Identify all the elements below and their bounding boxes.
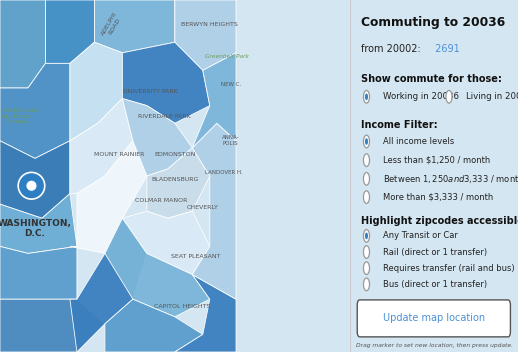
- Text: 2691: 2691: [432, 44, 460, 54]
- Text: Greenbelt Park: Greenbelt Park: [205, 54, 249, 59]
- Text: Bus (direct or 1 transfer): Bus (direct or 1 transfer): [383, 280, 487, 289]
- Polygon shape: [192, 53, 236, 148]
- Polygon shape: [175, 275, 236, 352]
- Polygon shape: [25, 190, 38, 197]
- Text: EDMONSTON: EDMONSTON: [154, 152, 195, 157]
- Text: Show Rail Transit: Show Rail Transit: [383, 302, 460, 311]
- Polygon shape: [0, 0, 46, 88]
- Circle shape: [364, 262, 369, 275]
- Text: Any Transit or Car: Any Transit or Car: [383, 231, 458, 240]
- Text: CHEVERLY: CHEVERLY: [187, 205, 219, 210]
- Text: Living in 20036: Living in 20036: [466, 92, 518, 101]
- Polygon shape: [70, 218, 147, 352]
- Polygon shape: [0, 63, 70, 158]
- Text: NEW C.: NEW C.: [221, 82, 241, 87]
- Text: Highlight zipcodes accessible by:: Highlight zipcodes accessible by:: [362, 216, 518, 226]
- Polygon shape: [105, 218, 210, 317]
- Text: RIVERDALE PARK: RIVERDALE PARK: [138, 114, 191, 119]
- Text: CAPITOL HEIGHTS: CAPITOL HEIGHTS: [154, 304, 210, 309]
- Text: Rail (direct or 1 transfer): Rail (direct or 1 transfer): [383, 247, 487, 257]
- Text: Update map location: Update map location: [383, 313, 485, 323]
- Text: LANDOVER H.: LANDOVER H.: [205, 170, 242, 175]
- Polygon shape: [70, 99, 133, 194]
- Text: More than $3,333 / month: More than $3,333 / month: [383, 193, 494, 202]
- Circle shape: [364, 230, 369, 242]
- Polygon shape: [105, 299, 203, 352]
- Polygon shape: [122, 211, 210, 275]
- Circle shape: [364, 191, 369, 203]
- Text: COLMAR MANOR: COLMAR MANOR: [135, 198, 187, 203]
- Text: ANNA-
POLIS: ANNA- POLIS: [222, 136, 240, 146]
- Text: ADELPHI
ROAD: ADELPHI ROAD: [100, 10, 123, 39]
- Circle shape: [364, 154, 369, 166]
- Text: Working in 20036: Working in 20036: [383, 92, 459, 101]
- Polygon shape: [0, 246, 77, 299]
- Text: Drag marker to set new location, then press update.: Drag marker to set new location, then pr…: [356, 343, 513, 348]
- Text: from 20002:: from 20002:: [362, 44, 421, 54]
- Text: MOUNT RAINIER: MOUNT RAINIER: [94, 152, 144, 157]
- Circle shape: [365, 138, 368, 145]
- Polygon shape: [70, 141, 147, 253]
- Circle shape: [365, 233, 368, 239]
- Polygon shape: [175, 0, 236, 70]
- Polygon shape: [147, 148, 210, 218]
- Polygon shape: [46, 0, 94, 63]
- Text: Less than $1,250 / month: Less than $1,250 / month: [383, 156, 491, 165]
- Polygon shape: [0, 141, 70, 218]
- Circle shape: [364, 246, 369, 258]
- Text: UNIVERSITY PARK: UNIVERSITY PARK: [123, 89, 178, 94]
- Circle shape: [364, 90, 369, 103]
- Polygon shape: [192, 123, 236, 299]
- FancyBboxPatch shape: [357, 300, 510, 337]
- Circle shape: [18, 172, 45, 199]
- Polygon shape: [0, 194, 77, 253]
- Polygon shape: [0, 299, 105, 352]
- Polygon shape: [70, 42, 122, 141]
- Circle shape: [26, 181, 36, 191]
- Circle shape: [365, 94, 368, 100]
- Circle shape: [364, 278, 369, 291]
- Polygon shape: [122, 99, 192, 176]
- Text: BLADENSBURG: BLADENSBURG: [151, 177, 198, 182]
- Text: Creek Park and
ney Branch
Parkway: Creek Park and ney Branch Parkway: [0, 108, 37, 125]
- Text: Between $1,250 and $3,333 / month: Between $1,250 and $3,333 / month: [383, 173, 518, 185]
- Text: Income Filter:: Income Filter:: [362, 120, 438, 130]
- Circle shape: [364, 135, 369, 148]
- Text: Show commute for those:: Show commute for those:: [362, 74, 502, 84]
- Polygon shape: [122, 42, 210, 123]
- Text: WASHINGTON,
D.C.: WASHINGTON, D.C.: [0, 219, 72, 239]
- Text: Requires transfer (rail and bus): Requires transfer (rail and bus): [383, 264, 515, 273]
- Text: Commuting to 20036: Commuting to 20036: [362, 16, 506, 29]
- Polygon shape: [94, 0, 175, 53]
- Circle shape: [364, 172, 369, 185]
- FancyBboxPatch shape: [364, 301, 369, 312]
- Text: All income levels: All income levels: [383, 137, 455, 146]
- Text: SEAT PLEASANT: SEAT PLEASANT: [171, 254, 221, 259]
- Circle shape: [446, 90, 452, 103]
- Text: BERWYN HEIGHTS: BERWYN HEIGHTS: [181, 22, 238, 27]
